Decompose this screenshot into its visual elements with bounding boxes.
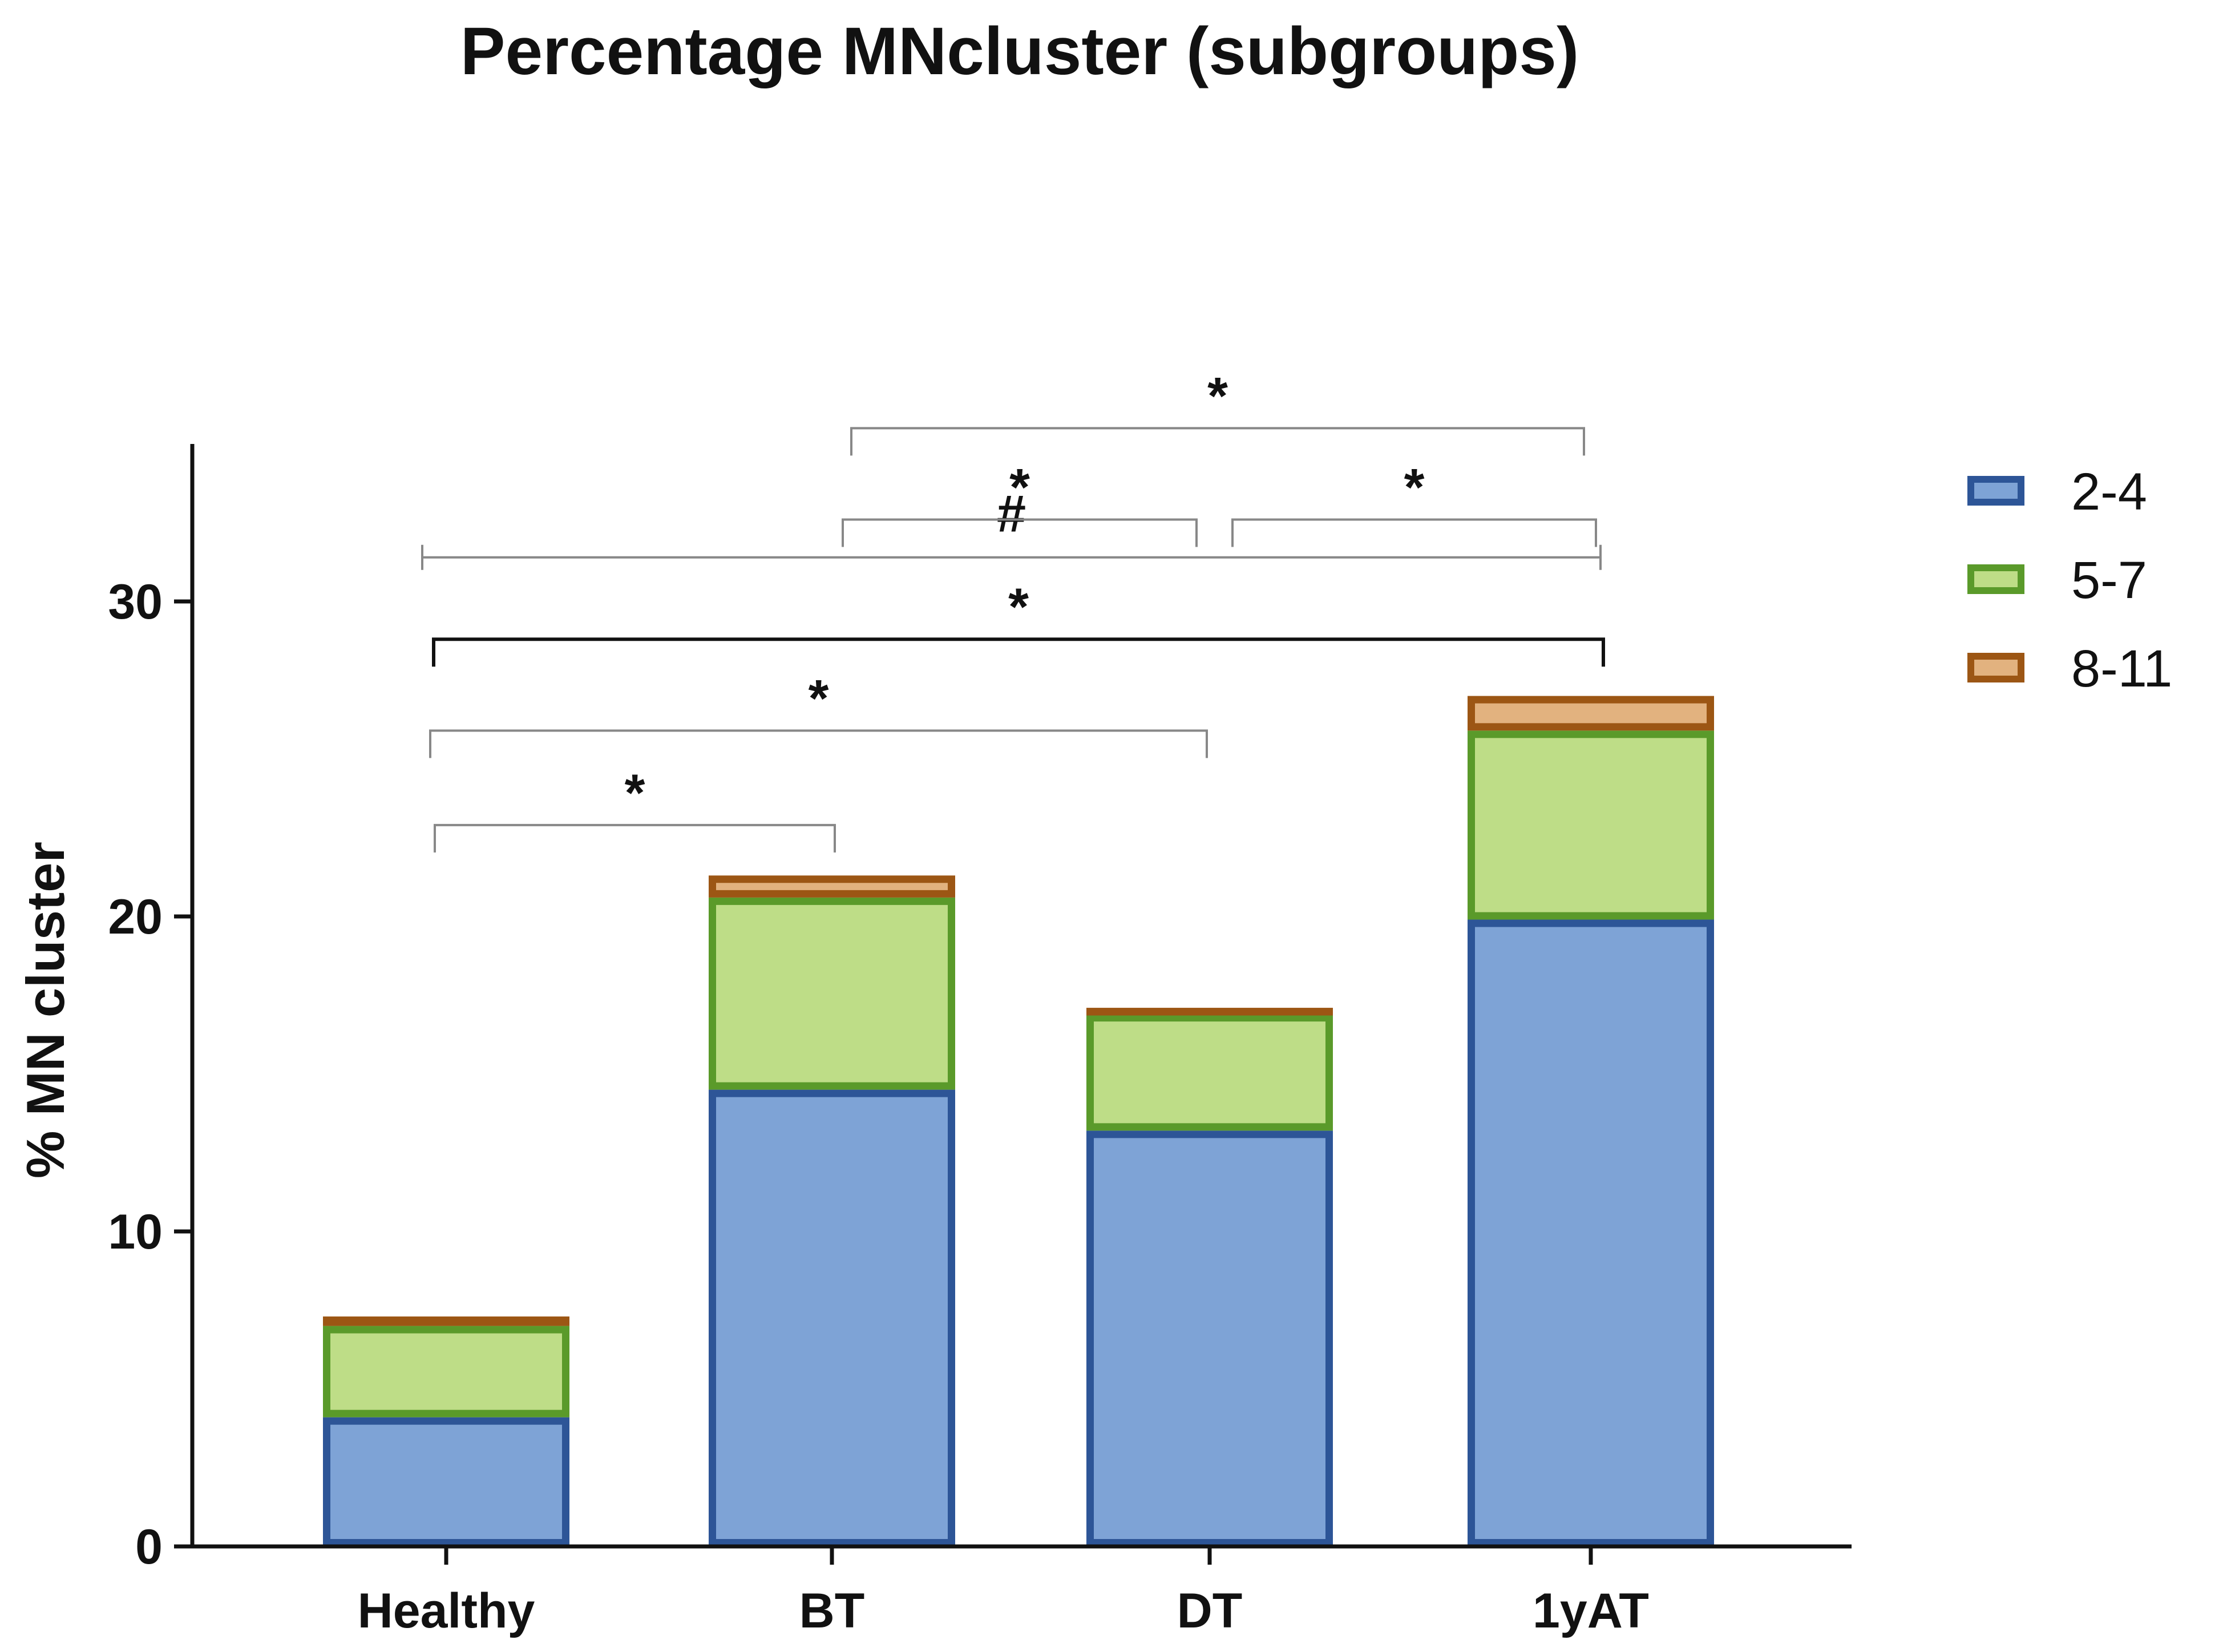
bar-8-11-bt (709, 875, 955, 898)
significance-bracket (434, 823, 836, 853)
bar-5-7-1yat (1468, 730, 1714, 920)
legend-label-5-7: 5-7 (2071, 551, 2147, 609)
significance-label: * (1207, 367, 1228, 425)
legend-swatch-5-7 (1967, 564, 2024, 594)
significance-label: # (997, 485, 1026, 543)
significance-bracket (432, 637, 1605, 667)
significance-bracket (1231, 518, 1597, 547)
bar-2-4-dt (1086, 1130, 1333, 1546)
significance-label: * (1404, 458, 1425, 516)
chart-title: Percentage MNcluster (subgroups) (460, 14, 1579, 89)
legend-label-2-4: 2-4 (2071, 463, 2147, 521)
significance-bracket (850, 427, 1585, 456)
legend: 2-4 5-7 8-11 (1967, 463, 2172, 698)
significance-label: * (809, 669, 829, 728)
x-tick-label: BT (799, 1584, 865, 1638)
significance-bracket (429, 729, 1208, 758)
bar-5-7-bt (709, 897, 955, 1090)
y-tick-label: 0 (135, 1520, 163, 1574)
bar-2-4-bt (709, 1089, 955, 1546)
bar-8-11-1yat (1468, 696, 1714, 731)
x-tick-label: 1yAT (1533, 1584, 1649, 1638)
significance-label: * (1009, 458, 1030, 516)
y-tick-label: 10 (108, 1205, 163, 1259)
y-tick-label: 20 (108, 890, 163, 944)
y-axis-label: % MN cluster (15, 842, 75, 1178)
bar-2-4-1yat (1468, 919, 1714, 1546)
significance-label: * (625, 764, 645, 822)
legend-label-8-11: 8-11 (2071, 640, 2172, 698)
bar-2-4-healthy (323, 1417, 569, 1546)
significance-bracket (842, 518, 1198, 547)
plot-area: 0 10 20 30 Healthy BT DT 1yAT (108, 444, 1852, 1638)
y-tick-label: 30 (108, 575, 163, 629)
significance-brackets: ***#* ** (421, 367, 1605, 853)
legend-swatch-2-4 (1967, 476, 2024, 506)
x-tick-label: Healthy (358, 1584, 535, 1638)
bar-8-11-healthy (323, 1316, 569, 1326)
significance-bracket (421, 544, 1602, 570)
legend-swatch-8-11 (1967, 653, 2024, 682)
bar-5-7-dt (1086, 1014, 1333, 1131)
significance-label: * (1008, 578, 1029, 636)
bar-5-7-healthy (323, 1326, 569, 1417)
x-tick-label: DT (1177, 1584, 1243, 1638)
